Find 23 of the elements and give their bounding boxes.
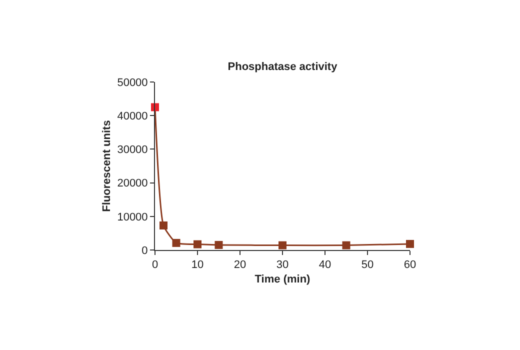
point <box>172 238 180 247</box>
point <box>214 240 223 249</box>
y-tick-label: 30000 <box>117 144 148 156</box>
y-tick-label: 50000 <box>117 76 148 89</box>
point <box>406 240 414 248</box>
y-axis-title: Fluorescent units <box>100 120 113 212</box>
y-tick-label: 0 <box>142 244 148 257</box>
x-tick-label: 20 <box>234 259 246 272</box>
chart-title: Phosphatase activity <box>228 61 338 73</box>
point <box>278 241 286 250</box>
x-tick-label: 30 <box>276 259 289 272</box>
y-tick-label: 10000 <box>117 211 148 224</box>
x-tick-label: 60 <box>404 259 416 272</box>
point <box>160 221 168 230</box>
x-tick-label: 40 <box>318 259 332 272</box>
x-axis-title: Time (min) <box>254 273 311 286</box>
x-tick-label: 50 <box>361 259 374 272</box>
x-tick-label: 10 <box>191 259 204 272</box>
y-tick-label: 20000 <box>117 178 148 190</box>
y-tick-label: 40000 <box>117 110 148 122</box>
x-tick-label: 0 <box>152 259 158 272</box>
point <box>342 241 350 250</box>
point <box>194 240 202 248</box>
